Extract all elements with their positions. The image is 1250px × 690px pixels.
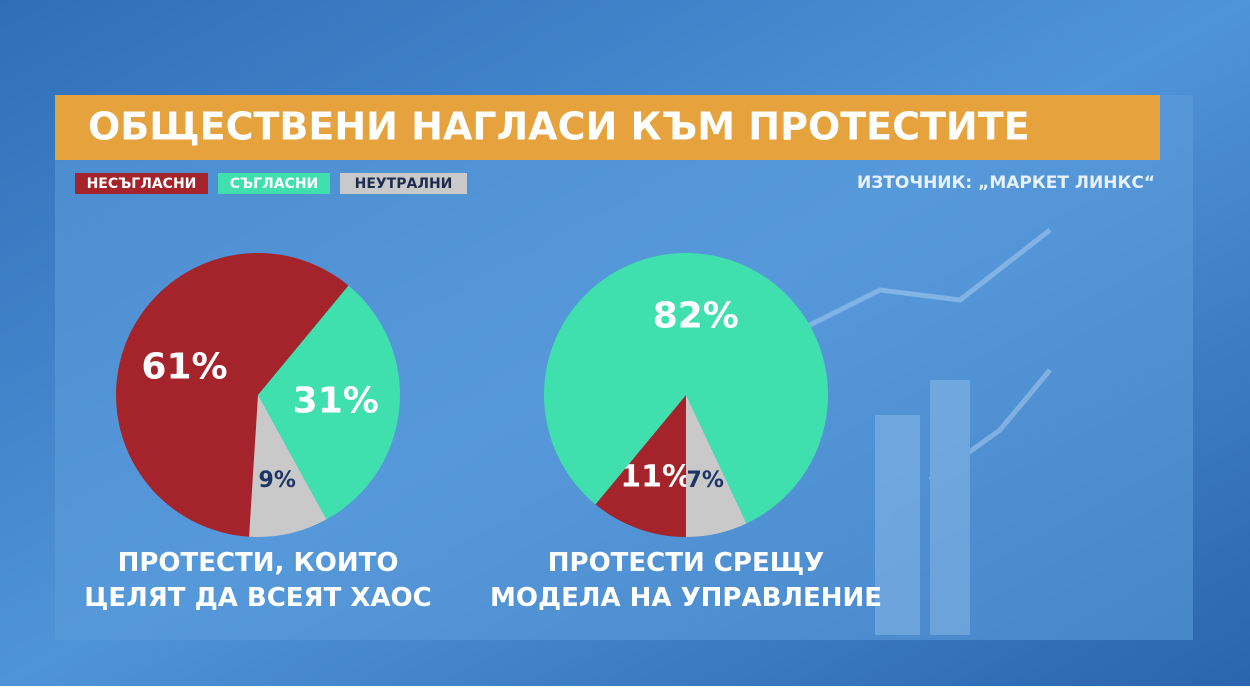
- legend-label: НЕУТРАЛНИ: [355, 176, 453, 192]
- pie-slice: [595, 395, 686, 537]
- value-label: 9%: [259, 468, 296, 493]
- legend-swatch: [218, 173, 330, 194]
- legend-label: СЪГЛАСНИ: [230, 176, 319, 192]
- chart-title: ПРОТЕСТИ СРЕЩУ МОДЕЛА НА УПРАВЛЕНИЕ: [490, 548, 882, 613]
- value-label: 61%: [141, 347, 227, 388]
- legend-swatch: [75, 173, 208, 194]
- pie-slice: [249, 395, 327, 537]
- value-label: 11%: [620, 459, 692, 494]
- pie-slice: [116, 252, 349, 538]
- decor-arrows: [798, 228, 1052, 635]
- pie-slice: [544, 252, 828, 524]
- pie-slice: [258, 285, 400, 520]
- pie-slice: [686, 395, 747, 537]
- legend-label: НЕСЪГЛАСНИ: [87, 176, 197, 192]
- title-bar: [55, 95, 1160, 160]
- value-label: 31%: [293, 380, 379, 421]
- title: ОБЩЕСТВЕНИ НАГЛАСИ КЪМ ПРОТЕСТИТЕ: [88, 105, 1030, 149]
- legend-swatch: [340, 173, 467, 194]
- chart-title: ПРОТЕСТИ, КОИТО ЦЕЛЯТ ДА ВСЕЯТ ХАОС: [84, 548, 431, 613]
- value-label: 82%: [653, 296, 739, 337]
- value-label: 7%: [687, 468, 724, 493]
- source: ИЗТОЧНИК: „МАРКЕТ ЛИНКС“: [857, 173, 1155, 193]
